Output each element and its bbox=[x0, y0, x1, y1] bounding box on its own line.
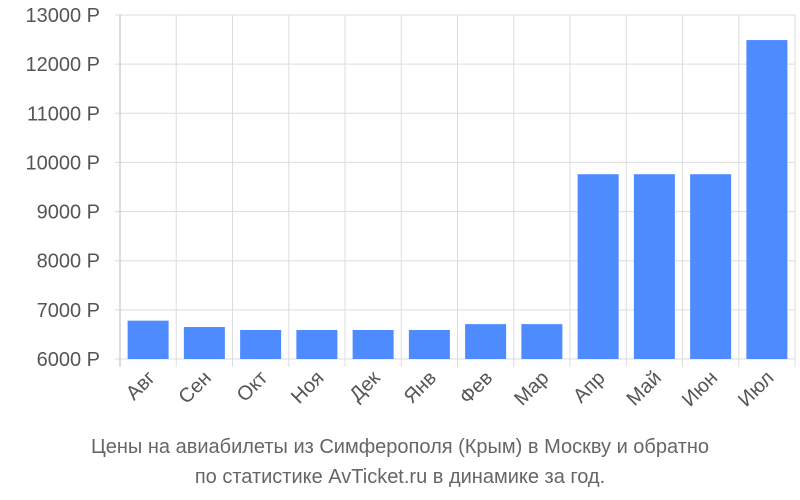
x-tick-label: Мар bbox=[510, 367, 553, 410]
grid bbox=[115, 14, 796, 367]
caption-line-1: Цены на авиабилеты из Симферополя (Крым)… bbox=[91, 436, 709, 458]
x-tick-label: Июн bbox=[678, 367, 722, 411]
bar-1 bbox=[127, 320, 169, 359]
x-tick-label: Фев bbox=[455, 367, 497, 409]
x-tick-label: Янв bbox=[400, 367, 441, 408]
bar-4 bbox=[296, 330, 338, 359]
bar-11 bbox=[690, 174, 732, 359]
y-tick-label: 12000 Р bbox=[25, 54, 100, 76]
bar-8 bbox=[521, 324, 563, 359]
caption-line-2: по статистике AvTicket.ru в динамике за … bbox=[195, 466, 605, 488]
x-tick-label: Май bbox=[623, 367, 666, 410]
bar-5 bbox=[352, 330, 394, 359]
y-axis-ticks: 6000 Р 7000 Р 8000 Р 9000 Р 10000 Р 11000 Р 12… bbox=[25, 5, 100, 371]
x-tick-label: Дек bbox=[345, 367, 384, 406]
bar-10 bbox=[633, 174, 675, 359]
y-tick-label: 10000 Р bbox=[25, 152, 100, 174]
bar-12 bbox=[746, 40, 788, 359]
bar-3 bbox=[240, 330, 282, 359]
bar-6 bbox=[408, 330, 450, 359]
x-tick-label: Апр bbox=[569, 367, 610, 408]
y-tick-label: 6000 Р bbox=[37, 349, 100, 371]
y-tick-label: 7000 Р bbox=[37, 300, 100, 322]
x-tick-label: Авг bbox=[122, 367, 160, 405]
bar-9 bbox=[577, 174, 619, 359]
y-tick-label: 8000 Р bbox=[37, 251, 100, 273]
y-tick-label: 13000 Р bbox=[25, 5, 100, 27]
bars bbox=[127, 40, 788, 359]
x-tick-label: Сен bbox=[174, 367, 215, 408]
y-tick-label: 11000 Р bbox=[27, 103, 100, 125]
x-tick-label: Июл bbox=[734, 367, 778, 411]
x-tick-label: Ноя bbox=[287, 367, 328, 408]
x-axis-ticks: Авг Сен Окт Ноя Дек Янв Фев Мар Апр Май Июн Июл bbox=[122, 367, 778, 411]
y-tick-label: 9000 Р bbox=[37, 202, 100, 224]
x-tick-label: Окт bbox=[233, 367, 272, 406]
bar-2 bbox=[183, 327, 225, 359]
bar-7 bbox=[465, 324, 507, 359]
